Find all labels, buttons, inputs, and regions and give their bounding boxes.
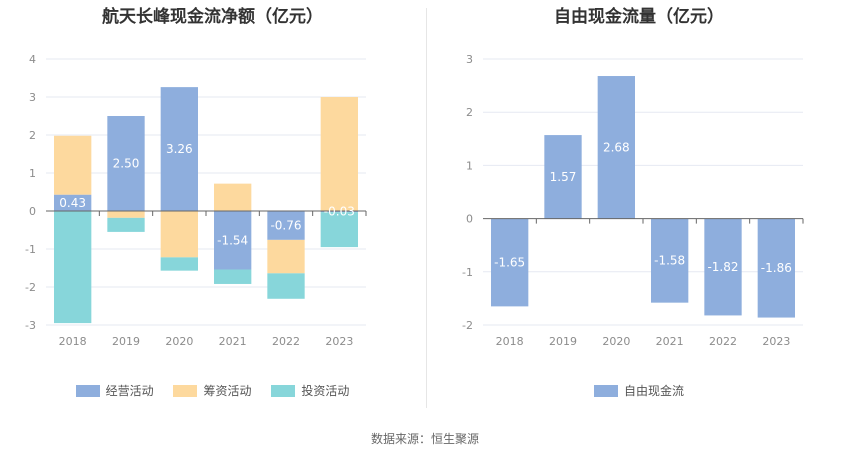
data-source: 数据来源：恒生聚源: [370, 432, 479, 446]
legend-label: 投资活动: [301, 384, 350, 398]
bar-投资活动: [107, 217, 145, 232]
bar-自由现金流: [757, 218, 795, 318]
y-tick-label: 2: [466, 106, 473, 119]
x-tick-label: 2022: [709, 335, 737, 348]
data-label: -0.03: [324, 205, 355, 219]
free-cash-flow-plot: -2 -1 0 1 2 3 2018 2019 2020 2021 2022 2023 -1.65 1.5…: [462, 53, 804, 348]
legend-label: 自由现金流: [623, 384, 684, 398]
y-tick-label: 2: [29, 129, 36, 142]
y-tick-label: 1: [29, 167, 36, 180]
x-tick-label: 2021: [656, 335, 684, 348]
data-label: -1.54: [217, 233, 248, 247]
bar-经营活动: [267, 211, 305, 240]
bar-投资活动: [320, 212, 358, 248]
y-tick-label: -2: [462, 319, 473, 332]
cash-flow-net-plot: -3 -2 -1 0 1 2 3 4 2018 2019 2020 2021 2022 2023 0.43 2…: [25, 53, 367, 348]
data-label: -1.65: [494, 255, 525, 269]
bar-筹资活动: [54, 135, 92, 195]
legend-item-financing[interactable]: 筹资活动: [173, 382, 252, 399]
y-tick-label: 3: [466, 53, 473, 66]
bar-经营活动: [54, 194, 92, 211]
x-tick-label: 2019: [112, 335, 140, 348]
legend-label: 经营活动: [105, 384, 154, 398]
x-tick-label: 2018: [496, 335, 524, 348]
x-tick-label: 2020: [165, 335, 193, 348]
data-label: 2.50: [113, 157, 140, 171]
bar-经营活动: [160, 87, 198, 211]
x-tick-label: 2023: [325, 335, 353, 348]
data-label: -0.76: [270, 218, 301, 232]
x-tick-label: 2021: [219, 335, 247, 348]
bar-经营活动: [320, 211, 358, 213]
x-tick-label: 2023: [762, 335, 790, 348]
y-tick-label: -2: [25, 281, 36, 294]
cash-flow-net-chart: 航天长峰现金流净额（亿元） -3 -2 -1 0 1 2 3 4 2018 2019 2020 202…: [0, 0, 425, 420]
legend-label: 筹资活动: [203, 384, 252, 398]
y-tick-label: -3: [25, 319, 36, 332]
panel-divider: [426, 8, 427, 408]
y-tick-label: -1: [462, 266, 473, 279]
bar-投资活动: [54, 211, 92, 324]
data-label: -1.82: [707, 260, 738, 274]
legend-swatch-operating: [75, 384, 100, 397]
x-tick-label: 2022: [272, 335, 300, 348]
bar-投资活动: [267, 273, 305, 299]
data-label: -1.86: [761, 261, 792, 275]
y-tick-label: -1: [25, 243, 36, 256]
bar-投资活动: [214, 269, 252, 284]
chart-title: 自由现金流量（亿元）: [554, 7, 724, 27]
y-tick-label: 3: [29, 91, 36, 104]
legend: 经营活动 筹资活动 投资活动: [0, 382, 425, 400]
data-label: 1.57: [550, 170, 577, 184]
data-label: -1.58: [654, 254, 685, 268]
bar-筹资活动: [320, 97, 358, 211]
bar-投资活动: [160, 257, 198, 271]
chart-title: 航天长峰现金流净额（亿元）: [102, 7, 323, 27]
bar-自由现金流: [544, 135, 582, 219]
x-tick-label: 2020: [602, 335, 630, 348]
legend: 自由现金流: [428, 382, 850, 400]
y-tick-label: 4: [29, 53, 36, 66]
legend-swatch-investing: [271, 384, 296, 397]
bar-自由现金流: [704, 218, 742, 316]
bar-筹资活动: [107, 211, 145, 218]
bar-经营活动: [107, 116, 145, 211]
free-cash-flow-chart: 自由现金流量（亿元） -2 -1 0 1 2 3 2018 2019 2020 2021 2022 2…: [428, 0, 850, 420]
bar-自由现金流: [491, 218, 529, 307]
data-label: 3.26: [166, 142, 193, 156]
data-label: 2.68: [603, 140, 630, 154]
x-tick-label: 2018: [59, 335, 87, 348]
legend-item-free-cash[interactable]: 自由现金流: [593, 382, 684, 399]
bar-自由现金流: [651, 218, 689, 303]
legend-swatch-free-cash: [593, 384, 618, 397]
bar-筹资活动: [267, 239, 305, 274]
legend-item-operating[interactable]: 经营活动: [75, 382, 154, 399]
legend-swatch-financing: [173, 384, 198, 397]
bar-经营活动: [214, 211, 252, 270]
bar-自由现金流: [597, 76, 635, 219]
y-tick-label: 0: [29, 205, 36, 218]
y-tick-label: 1: [466, 159, 473, 172]
y-tick-label: 0: [466, 213, 473, 226]
bar-筹资活动: [214, 183, 252, 211]
legend-item-investing[interactable]: 投资活动: [271, 382, 349, 399]
bar-筹资活动: [160, 211, 198, 258]
x-tick-label: 2019: [549, 335, 577, 348]
data-label: 0.43: [59, 196, 86, 210]
